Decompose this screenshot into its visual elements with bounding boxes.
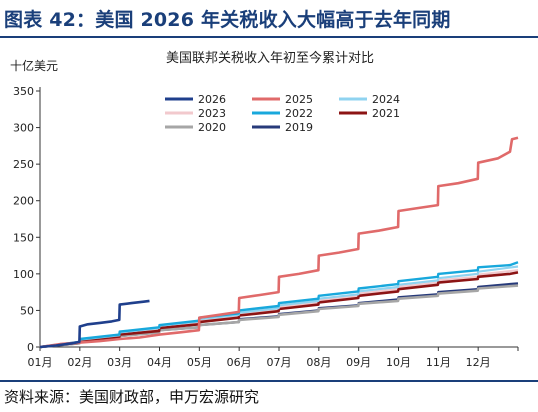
legend-label-2020: 2020 [198, 121, 226, 134]
legend-label-2025: 2025 [285, 93, 313, 106]
x-tick-label: 10月 [386, 356, 411, 369]
y-tick-label: 100 [13, 268, 34, 281]
y-tick-label: 350 [13, 85, 34, 98]
legend-label-2024: 2024 [372, 93, 400, 106]
y-tick-label: 50 [20, 304, 34, 317]
y-tick-label: 150 [13, 231, 34, 244]
x-tick-label: 01月 [28, 356, 53, 369]
x-tick-label: 06月 [227, 356, 252, 369]
series-line-2025 [39, 136, 519, 349]
x-tick-label: 09月 [346, 356, 371, 369]
report-header: 图表 42：美国 2026 年关税收入大幅高于去年同期 [0, 0, 538, 40]
x-tick-label: 04月 [147, 356, 172, 369]
legend-label-2019: 2019 [285, 121, 313, 134]
y-axis-label: 十亿美元 [10, 58, 58, 73]
y-tick-label: 300 [13, 122, 34, 135]
series-layer [39, 136, 519, 349]
x-tick-label: 03月 [107, 356, 132, 369]
legend: 2026 2025 2024 2023 2022 2021 2020 2019 [165, 93, 400, 134]
header-rule [0, 36, 538, 38]
series-line-2022 [39, 261, 519, 349]
series-line-2026 [39, 299, 150, 349]
legend-label-2026: 2026 [198, 93, 226, 106]
y-tick-label: 200 [13, 195, 34, 208]
x-tick-label: 07月 [267, 356, 292, 369]
y-tick-label: 0 [27, 341, 34, 354]
legend-label-2023: 2023 [198, 107, 226, 120]
x-tick-label: 08月 [306, 356, 331, 369]
x-tick-label: 02月 [67, 356, 92, 369]
y-tick-label: 250 [13, 158, 34, 171]
legend-label-2022: 2022 [285, 107, 313, 120]
x-tick-label: 12月 [466, 356, 491, 369]
chart-title: 美国联邦关税收入年初至今累计对比 [166, 50, 374, 66]
x-tick-label: 11月 [426, 356, 451, 369]
legend-label-2021: 2021 [372, 107, 400, 120]
axes: 0 50 100 150 200 250 300 350 01月 02月 03月 04月 05月 06月 0… [13, 85, 519, 369]
source-note: 资料来源：美国财政部，申万宏源研究 [4, 388, 260, 406]
tariff-revenue-chart: 美国联邦关税收入年初至今累计对比 十亿美元 0 50 100 150 200 250 300… [10, 50, 519, 369]
figure-title: 图表 42：美国 2026 年关税收入大幅高于去年同期 [4, 9, 451, 31]
x-tick-label: 05月 [187, 356, 212, 369]
footer-rule [0, 380, 538, 382]
